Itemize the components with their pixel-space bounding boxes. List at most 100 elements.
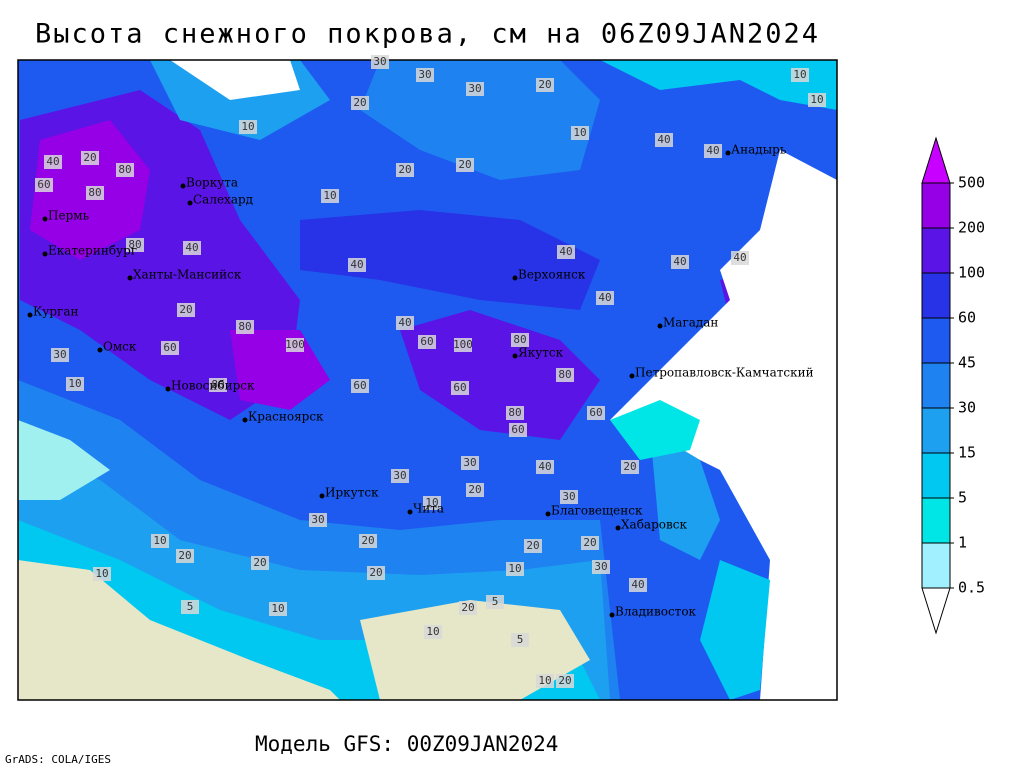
city-dot xyxy=(42,216,48,222)
contour-label-box xyxy=(416,68,434,82)
contour-label: 80 xyxy=(128,238,141,251)
contour-label-box xyxy=(596,291,614,305)
contour-label-box xyxy=(704,144,722,158)
contour-label: 40 xyxy=(398,316,411,329)
colorbar-box xyxy=(921,542,951,589)
contour-label: 20 xyxy=(83,151,96,164)
contour-label-box xyxy=(418,335,436,349)
contour-label-box xyxy=(808,93,826,107)
contour-label: 80 xyxy=(118,163,131,176)
contour-label-box xyxy=(791,68,809,82)
region xyxy=(230,330,330,410)
contour-label-box xyxy=(524,539,542,553)
contour-label-box xyxy=(557,245,575,259)
contour-label-box xyxy=(486,595,504,609)
contour-label-box xyxy=(556,674,574,688)
credit: GrADS: COLA/IGES xyxy=(5,753,111,766)
contour-label: 60 xyxy=(420,335,433,348)
colorbar-label: 30 xyxy=(958,399,976,417)
contour-label: 10 xyxy=(68,377,81,390)
contour-label-box xyxy=(66,377,84,391)
contour-label-box xyxy=(571,126,589,140)
colorbar-label: 45 xyxy=(958,354,976,372)
contour-label-box xyxy=(309,513,327,527)
contour-label-box xyxy=(655,133,673,147)
contour-label: 80 xyxy=(513,333,526,346)
contour-label-box xyxy=(116,163,134,177)
colorbar-label: 500 xyxy=(958,174,985,192)
contour-label: 20 xyxy=(398,163,411,176)
map: 30 30 30 20 20 10 10 20 20 80 20 40 60 80 80 40 40 40 40 80… xyxy=(17,55,838,701)
contour-label-box xyxy=(536,674,554,688)
contour-label: 20 xyxy=(623,460,636,473)
contour-label-box xyxy=(177,303,195,317)
contour-label-box xyxy=(466,483,484,497)
contour-label-box xyxy=(511,333,529,347)
cities: Воркута Салехард Пермь Екатеринбург Ханты-Ма… xyxy=(27,143,814,619)
colorbar-box xyxy=(921,452,951,499)
contour-label: 5 xyxy=(187,600,194,613)
contour-label: 30 xyxy=(468,82,481,95)
city-dot xyxy=(27,312,33,318)
contour-label: 60 xyxy=(589,406,602,419)
city-dot xyxy=(407,509,413,515)
contour-label-box xyxy=(391,469,409,483)
contour-label-box xyxy=(509,423,527,437)
contour-label-box xyxy=(456,158,474,172)
contour-label: 10 xyxy=(95,567,108,580)
city-name: Красноярск xyxy=(248,410,324,424)
city-name: Благовещенск xyxy=(551,504,643,518)
contour-label: 100 xyxy=(285,338,305,351)
contour-label-box xyxy=(183,241,201,255)
contour-label: 80 xyxy=(211,378,224,391)
contour-label-box xyxy=(461,456,479,470)
contour-label-box xyxy=(459,601,477,615)
contour-label: 30 xyxy=(53,348,66,361)
contour-label: 20 xyxy=(583,536,596,549)
colorbar-box xyxy=(921,227,951,274)
contour-label-box xyxy=(731,251,749,265)
contour-label-box xyxy=(44,155,62,169)
contour-label: 10 xyxy=(810,93,823,106)
colorbar-box xyxy=(921,317,951,364)
map-frame xyxy=(17,59,838,701)
contour-label: 80 xyxy=(88,186,101,199)
contour-label: 40 xyxy=(657,133,670,146)
contour-label-box xyxy=(161,341,179,355)
city-name: Воркута xyxy=(186,176,238,190)
colorbar-box xyxy=(921,272,951,319)
contour-label: 30 xyxy=(594,560,607,573)
contour-label: 10 xyxy=(241,120,254,133)
contour-label: 20 xyxy=(461,601,474,614)
contour-label-box xyxy=(51,348,69,362)
contour-label-box xyxy=(351,96,369,110)
colorbar-box xyxy=(921,182,951,229)
colorbar-label: 1 xyxy=(958,534,967,552)
contour-label: 20 xyxy=(369,566,382,579)
city-name: Пермь xyxy=(48,209,90,223)
city-name: Ханты-Мансийск xyxy=(133,268,242,282)
contour-label: 20 xyxy=(179,303,192,316)
region xyxy=(600,60,837,110)
ocean xyxy=(610,150,837,700)
japan xyxy=(700,560,770,700)
contour-label-box xyxy=(581,536,599,550)
colorbar-min-triangle xyxy=(921,587,951,635)
colorbar-box xyxy=(921,407,951,454)
city-dot xyxy=(165,386,171,392)
city-dot xyxy=(609,612,615,618)
contour-label: 30 xyxy=(418,68,431,81)
city-name: Верхоянск xyxy=(518,268,586,282)
city-name: Екатеринбург xyxy=(48,244,137,258)
contour-label: 20 xyxy=(558,674,571,687)
contour-label-box xyxy=(81,151,99,165)
contour-label-box xyxy=(592,560,610,574)
contour-label: 10 xyxy=(538,674,551,687)
contour-label-box xyxy=(351,379,369,393)
contour-label-box xyxy=(251,556,269,570)
contour-label-box xyxy=(236,320,254,334)
contour-label: 100 xyxy=(453,338,473,351)
contour-label: 20 xyxy=(458,158,471,171)
contour-label-box xyxy=(269,602,287,616)
